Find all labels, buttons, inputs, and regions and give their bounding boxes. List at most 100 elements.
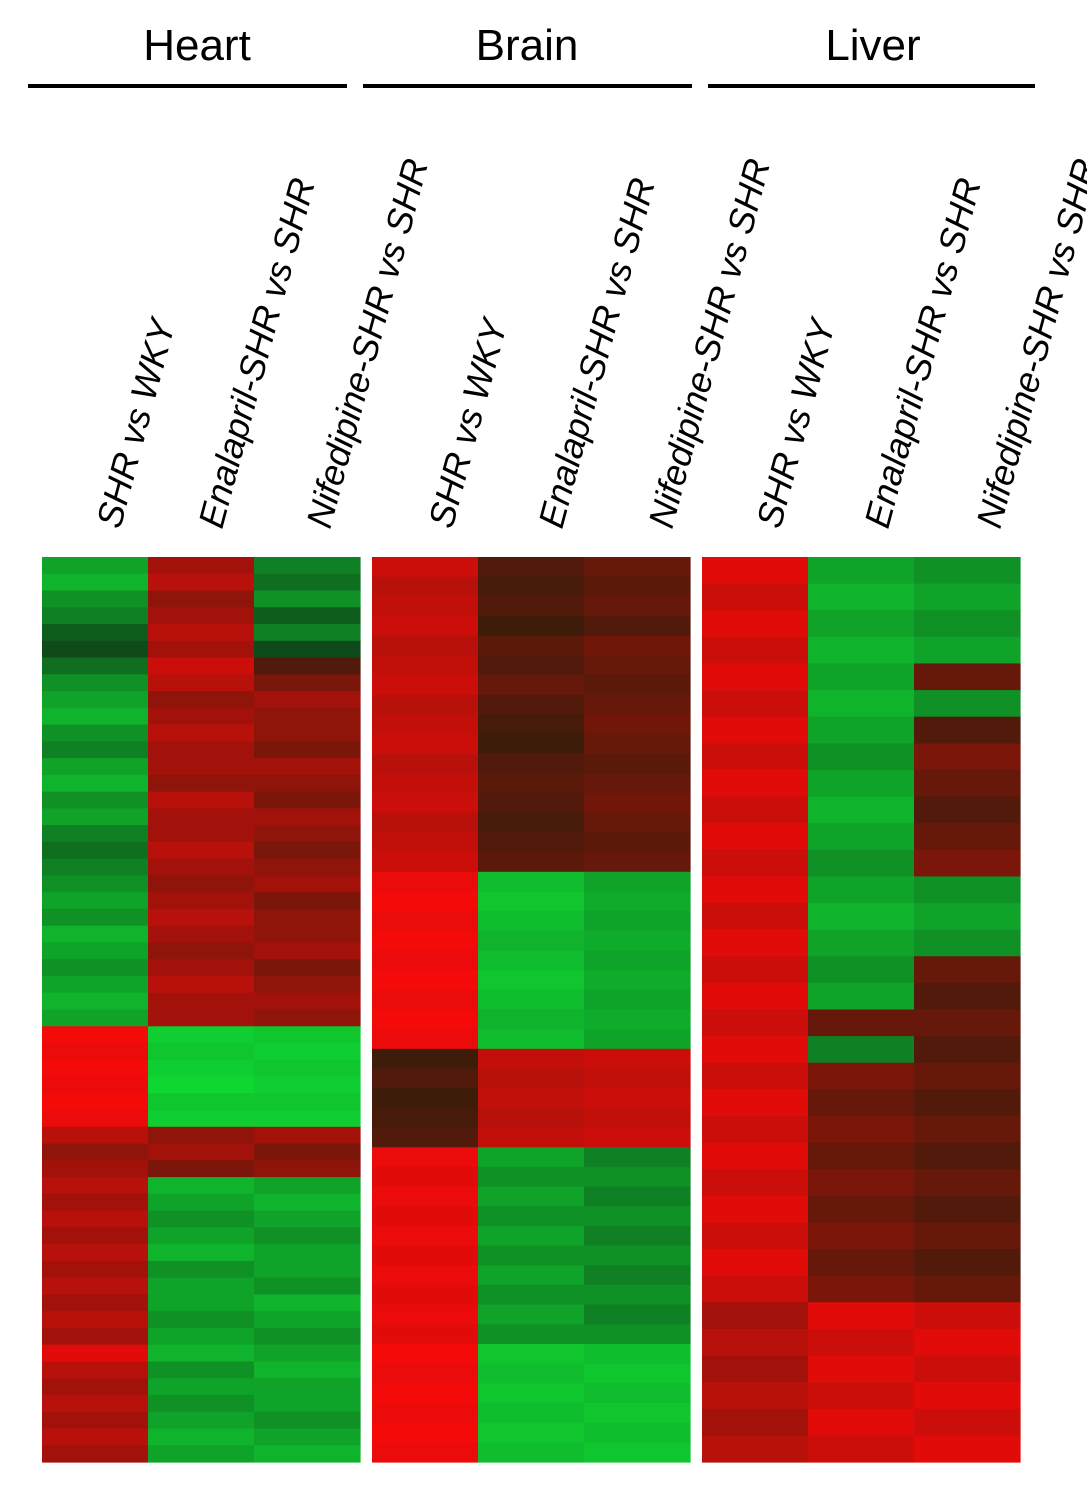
heatmap-cell bbox=[42, 657, 149, 675]
heatmap-cell bbox=[478, 596, 585, 617]
heatmap-cell bbox=[254, 908, 361, 927]
heatmap-cell bbox=[42, 1193, 149, 1212]
heatmap-cell bbox=[478, 1107, 585, 1129]
heatmap-cell bbox=[914, 1009, 1021, 1037]
heatmap-cell bbox=[702, 610, 809, 638]
heatmap-cell bbox=[478, 1147, 585, 1168]
heatmap-cell bbox=[42, 908, 149, 927]
heatmap-cell bbox=[42, 640, 149, 659]
heatmap-cell bbox=[584, 1265, 691, 1286]
heatmap-cell bbox=[372, 1127, 479, 1148]
heatmap-cell bbox=[372, 734, 479, 755]
heatmap-cell bbox=[148, 1009, 255, 1027]
heatmap-cell bbox=[42, 992, 149, 1011]
heatmap-cell bbox=[478, 1284, 585, 1306]
column-label: SHR vs WKY bbox=[88, 312, 184, 532]
heatmap-cell bbox=[372, 1442, 479, 1463]
heatmap-cell bbox=[42, 1344, 149, 1363]
heatmap-cell bbox=[254, 1428, 361, 1446]
heatmap-cell bbox=[584, 871, 691, 893]
heatmap-cell bbox=[914, 1169, 1021, 1197]
heatmap-cell bbox=[372, 1225, 479, 1247]
heatmap-cell bbox=[254, 1294, 361, 1312]
heatmap-cell bbox=[584, 1363, 691, 1384]
heatmap-cell bbox=[914, 1142, 1021, 1170]
heatmap-cell bbox=[478, 1245, 585, 1266]
heatmap-cell bbox=[478, 773, 585, 794]
heatmap-cell bbox=[478, 753, 585, 775]
heatmap-cell bbox=[914, 636, 1021, 665]
heatmap-cell bbox=[372, 576, 479, 597]
heatmap-cell bbox=[148, 1411, 255, 1430]
column-label-part: WKY bbox=[780, 312, 844, 414]
column-label-part: SHR bbox=[374, 154, 436, 248]
heatmap-cell bbox=[254, 1093, 361, 1111]
heatmap-cell bbox=[254, 942, 361, 960]
heatmap-cell bbox=[42, 1026, 149, 1044]
heatmap-cell bbox=[42, 808, 149, 826]
heatmap-cell bbox=[914, 1089, 1021, 1117]
column-label-part: SHR bbox=[420, 438, 482, 532]
heatmap-cell bbox=[42, 624, 149, 642]
heatmap-cell bbox=[372, 557, 479, 578]
heatmap-cell bbox=[148, 590, 255, 608]
heatmap-cell bbox=[478, 1422, 585, 1443]
heatmap-cell bbox=[254, 1009, 361, 1027]
heatmap-cell bbox=[914, 557, 1021, 585]
heatmap-cell bbox=[42, 1428, 149, 1446]
heatmap-cell bbox=[478, 1402, 585, 1424]
heatmap-cell bbox=[914, 1036, 1021, 1064]
heatmap-cell bbox=[254, 1193, 361, 1212]
heatmap-cell bbox=[148, 1076, 255, 1094]
heatmap-cell bbox=[148, 1126, 255, 1145]
heatmap-cell bbox=[808, 1382, 915, 1410]
heatmap-cell bbox=[148, 557, 255, 575]
heatmap-cell bbox=[478, 1029, 585, 1050]
heatmap-cell bbox=[702, 1062, 809, 1090]
panel-liver: Liver SHR vs WKY Enalapril-SHR vs SHRNifed… bbox=[702, 21, 1087, 1463]
heatmap-cell bbox=[914, 929, 1021, 957]
column-label: SHR vs WKY bbox=[420, 312, 516, 532]
heatmap-cell bbox=[254, 590, 361, 608]
column-label-part: SHR bbox=[88, 438, 150, 532]
heatmap-cell bbox=[702, 1089, 809, 1117]
heatmap-cell bbox=[254, 557, 361, 575]
heatmap-cell bbox=[254, 875, 361, 893]
heatmap-cell bbox=[148, 1344, 255, 1363]
panel-brain: Brain SHR vs WKY Enalapril-SHR vs SHRNifed… bbox=[363, 21, 778, 1463]
heatmap-cell bbox=[702, 663, 809, 691]
column-label-part: SHR bbox=[716, 154, 778, 248]
heatmap-cell bbox=[148, 808, 255, 826]
heatmap-cell bbox=[478, 1088, 585, 1109]
heatmap-cell bbox=[148, 1143, 255, 1161]
heatmap-cell bbox=[808, 1275, 915, 1303]
heatmap-cell bbox=[808, 690, 915, 718]
heatmap-cell bbox=[702, 849, 809, 878]
heatmap-cell bbox=[808, 982, 915, 1011]
heatmap-cell bbox=[148, 1193, 255, 1212]
heatmap-cell bbox=[42, 724, 149, 742]
heatmap-cell bbox=[478, 635, 585, 656]
heatmap-cell bbox=[914, 663, 1021, 691]
heatmap-cell bbox=[372, 911, 479, 932]
heatmap-cell bbox=[254, 1327, 361, 1346]
heatmap-cell bbox=[148, 825, 255, 843]
heatmap-cell bbox=[702, 743, 809, 771]
panel-title: Liver bbox=[825, 21, 920, 70]
heatmap-cell bbox=[148, 1378, 255, 1396]
heatmap-cell bbox=[702, 929, 809, 957]
heatmap-cell bbox=[584, 1324, 691, 1345]
heatmap-cell bbox=[42, 1210, 149, 1228]
heatmap-cell bbox=[254, 573, 361, 592]
heatmap-cell bbox=[702, 1142, 809, 1170]
heatmap-cell bbox=[148, 791, 255, 809]
heatmap-cell bbox=[42, 1244, 149, 1262]
heatmap-cell bbox=[914, 1355, 1021, 1383]
heatmap-cell bbox=[584, 1245, 691, 1266]
heatmap-cell bbox=[148, 1327, 255, 1346]
heatmap-cell bbox=[254, 607, 361, 625]
heatmap-cell bbox=[42, 607, 149, 625]
heatmap-cell bbox=[42, 1445, 149, 1463]
heatmap-cell bbox=[42, 892, 149, 910]
heatmap-cell bbox=[478, 1009, 585, 1030]
